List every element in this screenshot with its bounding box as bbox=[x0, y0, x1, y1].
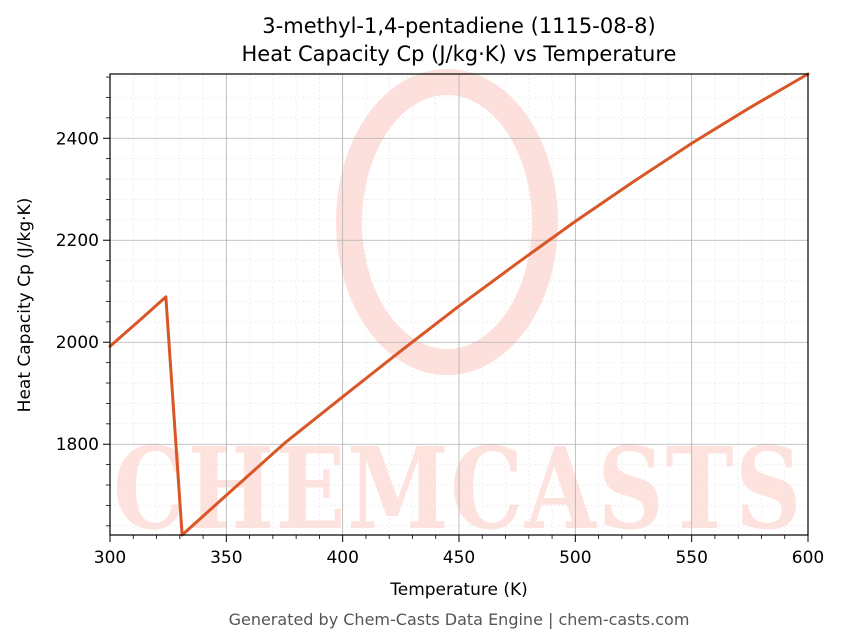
x-tick-label: 500 bbox=[559, 548, 591, 568]
x-tick-label: 400 bbox=[326, 548, 358, 568]
x-tick-label: 300 bbox=[94, 548, 126, 568]
y-tick-label: 2000 bbox=[56, 333, 99, 353]
x-axis-label: Temperature (K) bbox=[389, 580, 528, 600]
y-axis-label: Heat Capacity Cp (J/kg·K) bbox=[15, 198, 35, 413]
x-tick-label: 600 bbox=[792, 548, 824, 568]
y-tick-label: 2200 bbox=[56, 231, 99, 251]
y-tick-label: 2400 bbox=[56, 129, 99, 149]
series-layer bbox=[108, 72, 810, 537]
series-line bbox=[108, 72, 810, 537]
watermark-text: CHEMCASTS bbox=[113, 424, 803, 555]
watermark-swirl bbox=[336, 69, 558, 375]
x-tick-label: 450 bbox=[443, 548, 475, 568]
x-tick-label: 350 bbox=[210, 548, 242, 568]
chart-title: 3-methyl-1,4-pentadiene (1115-08-8) bbox=[262, 14, 655, 38]
chart-subtitle: Heat Capacity Cp (J/kg·K) vs Temperature bbox=[242, 42, 677, 66]
watermark-logo: CHEMCASTS bbox=[113, 69, 803, 555]
ticks: 300 350 400 450 500 550 600 1800 2000 2200 2400 bbox=[56, 76, 824, 568]
x-tick-label: 550 bbox=[675, 548, 707, 568]
footer-credit: Generated by Chem-Casts Data Engine | ch… bbox=[229, 610, 690, 629]
y-tick-label: 1800 bbox=[56, 435, 99, 455]
